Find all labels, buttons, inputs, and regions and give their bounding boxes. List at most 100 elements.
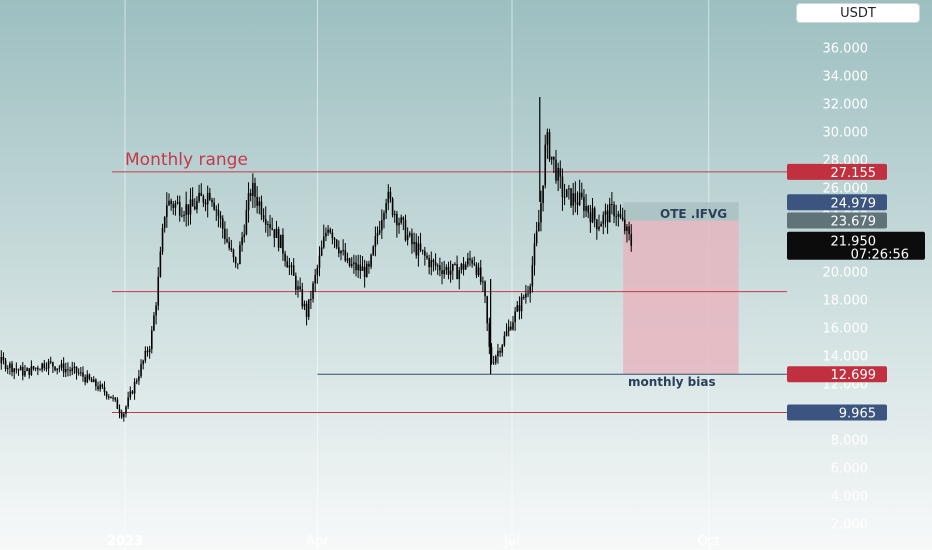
candle-body	[342, 250, 344, 252]
candle-body	[198, 192, 200, 202]
candle-body	[90, 379, 93, 383]
candle-body	[215, 209, 218, 211]
candle-body	[415, 242, 418, 256]
candle-body	[189, 199, 192, 215]
candle-body	[497, 350, 499, 357]
candle-body	[209, 192, 211, 200]
candle-body	[535, 231, 538, 244]
candle-body	[402, 217, 405, 220]
candle-body	[430, 260, 433, 268]
candle-body	[322, 236, 325, 248]
candle-body	[174, 203, 177, 208]
candle-body	[522, 296, 525, 298]
y-tick-label: 16.000	[823, 322, 869, 337]
candle-body	[314, 274, 316, 284]
candle-body	[619, 213, 622, 218]
candle-body	[585, 206, 587, 211]
candle-body	[150, 330, 153, 350]
candle-body	[310, 299, 312, 301]
candle-body	[331, 232, 334, 239]
candle-body	[553, 156, 555, 160]
candle-body	[125, 406, 127, 414]
candle-body	[591, 208, 594, 223]
candle-body	[60, 363, 63, 368]
candle-body	[572, 193, 574, 206]
candle-body	[101, 384, 104, 387]
candle-body	[335, 239, 338, 248]
candle-body	[2, 356, 5, 361]
y-tick-label: 34.000	[823, 70, 869, 85]
candle-body	[269, 224, 271, 229]
candle-body	[456, 264, 458, 280]
candle-body	[290, 265, 293, 267]
candle-body	[187, 204, 190, 215]
candle-body	[21, 366, 24, 376]
candle-body	[587, 206, 590, 213]
candle-body	[548, 132, 551, 160]
candle-body	[303, 303, 306, 307]
candle-body	[45, 367, 48, 369]
monthly-range-label: Monthly range	[125, 150, 248, 170]
current-price-label: 21.950	[831, 235, 877, 250]
candle-body	[391, 198, 394, 216]
candle-body	[247, 193, 250, 211]
x-tick-label: Apr	[306, 534, 329, 549]
candle-body	[505, 331, 508, 336]
y-tick-label: 2.000	[831, 518, 868, 533]
candle-body	[219, 215, 222, 219]
candle-body	[428, 258, 430, 268]
candle-body	[617, 213, 620, 217]
candle-body	[385, 203, 387, 214]
candle-body	[234, 257, 237, 264]
candle-body	[396, 213, 398, 226]
candle-body	[77, 372, 80, 374]
candle-body	[432, 260, 435, 263]
candle-body	[73, 366, 76, 369]
candle-body	[28, 368, 31, 375]
candle-body	[574, 193, 577, 203]
candle-body	[611, 203, 613, 205]
candle-body	[56, 368, 58, 371]
candle-body	[355, 262, 357, 271]
candle-body	[181, 215, 183, 217]
candle-body	[62, 363, 65, 373]
candle-body	[140, 364, 142, 377]
candle-body	[112, 397, 114, 399]
candle-body	[628, 226, 630, 235]
candle-body	[292, 265, 295, 276]
candle-body	[288, 265, 291, 268]
candle-body	[325, 232, 327, 237]
candle-body	[479, 267, 482, 283]
candle-body	[105, 392, 108, 397]
candle-body	[471, 260, 473, 264]
candle-body	[527, 293, 529, 295]
candle-body	[512, 322, 514, 330]
candle-body	[333, 238, 336, 240]
candle-body	[301, 289, 304, 307]
candle-body	[593, 208, 596, 220]
tag-range-bottom-label: 9.965	[839, 406, 876, 421]
currency-button[interactable]: USDT	[796, 3, 920, 23]
candle-body	[88, 374, 91, 380]
candle-body	[176, 202, 179, 204]
candle-body	[318, 255, 321, 268]
candle-body	[204, 202, 207, 205]
candle-body	[568, 188, 570, 190]
candle-body	[381, 220, 383, 231]
candle-body	[555, 159, 557, 181]
candle-body	[477, 267, 480, 276]
monthly-bias-label: monthly bias	[628, 375, 716, 389]
candle-body	[376, 232, 379, 237]
candle-body	[146, 350, 149, 353]
y-tick-label: 8.000	[831, 434, 868, 449]
candle-body	[501, 345, 504, 353]
tag-bias	[787, 366, 887, 383]
candle-body	[516, 305, 519, 312]
candle-body	[602, 214, 605, 224]
candle-body	[419, 243, 422, 250]
candle-body	[26, 368, 28, 371]
candle-body	[4, 360, 7, 369]
candle-body	[284, 253, 286, 262]
x-tick-label: Jul	[503, 534, 520, 549]
